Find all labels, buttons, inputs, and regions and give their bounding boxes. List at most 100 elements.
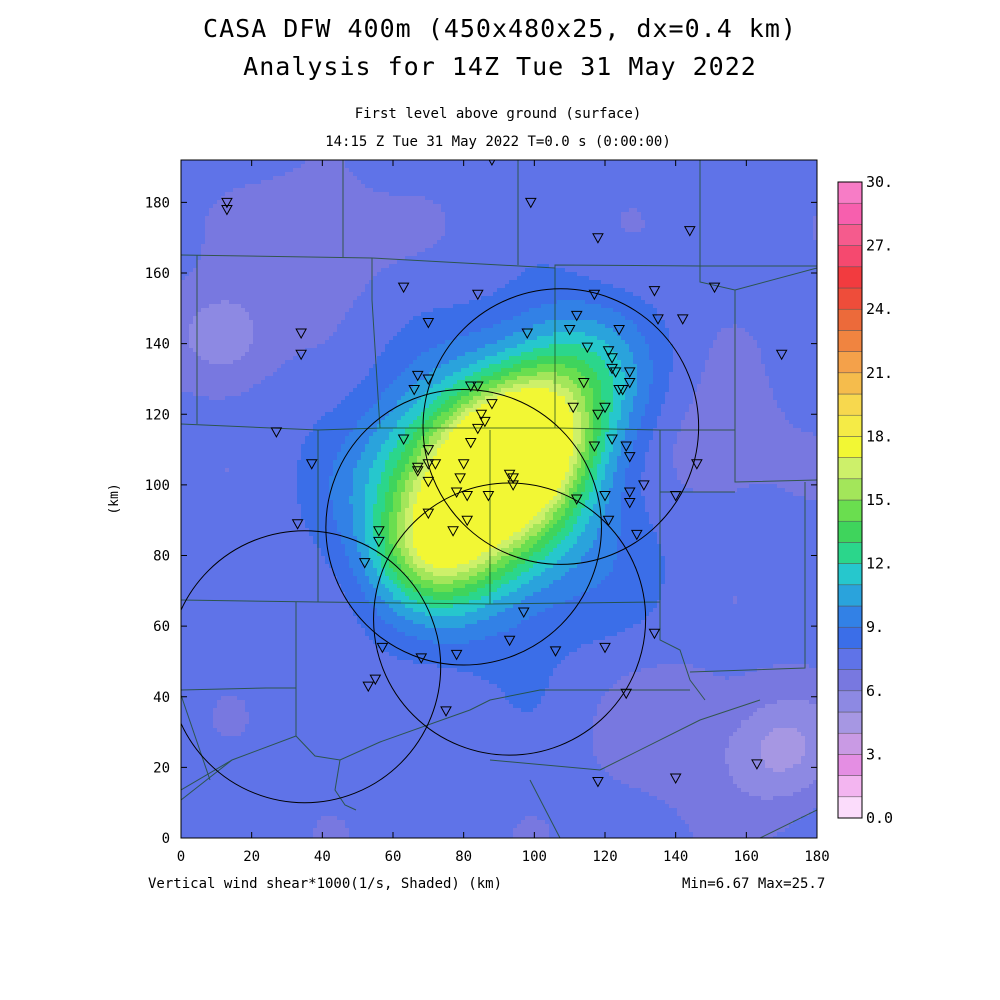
field-cell bbox=[253, 372, 257, 376]
field-cell bbox=[221, 224, 225, 228]
field-cell bbox=[237, 564, 241, 568]
field-cell bbox=[249, 508, 253, 512]
field-cell bbox=[217, 576, 221, 580]
field-cell bbox=[257, 832, 261, 836]
field-cell bbox=[197, 276, 201, 280]
field-cell bbox=[229, 720, 233, 724]
field-cell bbox=[265, 432, 269, 436]
field-cell bbox=[225, 468, 229, 472]
field-cell bbox=[257, 600, 261, 604]
field-cell bbox=[269, 444, 273, 448]
field-cell bbox=[209, 348, 213, 352]
field-cell bbox=[277, 188, 281, 192]
field-cell bbox=[265, 204, 269, 208]
field-cell bbox=[261, 596, 265, 600]
field-cell bbox=[221, 796, 225, 800]
field-cell bbox=[297, 384, 301, 388]
field-cell bbox=[289, 520, 293, 524]
field-cell bbox=[273, 216, 277, 220]
field-cell bbox=[253, 316, 257, 320]
field-cell bbox=[205, 800, 209, 804]
field-cell bbox=[269, 788, 273, 792]
field-cell bbox=[225, 764, 229, 768]
field-cell bbox=[205, 560, 209, 564]
field-cell bbox=[249, 672, 253, 676]
field-cell bbox=[257, 484, 261, 488]
field-cell bbox=[277, 676, 281, 680]
field-cell bbox=[205, 552, 209, 556]
field-cell bbox=[269, 768, 273, 772]
field-cell bbox=[189, 556, 193, 560]
field-cell bbox=[241, 272, 245, 276]
field-cell bbox=[285, 408, 289, 412]
field-cell bbox=[229, 648, 233, 652]
field-cell bbox=[249, 764, 253, 768]
field-cell bbox=[229, 472, 233, 476]
field-cell bbox=[233, 440, 237, 444]
field-cell bbox=[253, 732, 257, 736]
field-cell bbox=[181, 496, 185, 500]
field-cell bbox=[189, 256, 193, 260]
field-cell bbox=[253, 660, 257, 664]
field-cell bbox=[189, 352, 193, 356]
field-cell bbox=[225, 512, 229, 516]
field-cell bbox=[245, 484, 249, 488]
field-cell bbox=[209, 684, 213, 688]
field-cell bbox=[193, 620, 197, 624]
field-cell bbox=[297, 288, 301, 292]
field-cell bbox=[213, 412, 217, 416]
field-cell bbox=[233, 452, 237, 456]
field-cell bbox=[265, 792, 269, 796]
field-cell bbox=[285, 484, 289, 488]
field-cell bbox=[293, 280, 297, 284]
field-cell bbox=[201, 712, 205, 716]
field-cell bbox=[185, 672, 189, 676]
field-cell bbox=[201, 428, 205, 432]
field-cell bbox=[181, 656, 185, 660]
field-cell bbox=[193, 200, 197, 204]
field-cell bbox=[237, 264, 241, 268]
field-cell bbox=[209, 596, 213, 600]
field-cell bbox=[281, 728, 285, 732]
field-cell bbox=[281, 400, 285, 404]
field-cell bbox=[181, 736, 185, 740]
field-cell bbox=[197, 656, 201, 660]
field-cell bbox=[229, 212, 233, 216]
field-cell bbox=[281, 556, 285, 560]
field-cell bbox=[241, 760, 245, 764]
field-cell bbox=[281, 628, 285, 632]
field-cell bbox=[205, 332, 209, 336]
field-cell bbox=[281, 336, 285, 340]
field-cell bbox=[245, 276, 249, 280]
field-cell bbox=[265, 788, 269, 792]
field-cell bbox=[185, 680, 189, 684]
field-cell bbox=[181, 492, 185, 496]
field-cell bbox=[209, 452, 213, 456]
field-cell bbox=[293, 264, 297, 268]
field-cell bbox=[185, 500, 189, 504]
field-cell bbox=[285, 388, 289, 392]
field-cell bbox=[221, 508, 225, 512]
field-cell bbox=[297, 260, 301, 264]
field-cell bbox=[265, 240, 269, 244]
field-cell bbox=[289, 284, 293, 288]
field-cell bbox=[277, 484, 281, 488]
field-cell bbox=[273, 404, 277, 408]
field-cell bbox=[293, 340, 297, 344]
field-cell bbox=[189, 660, 193, 664]
field-cell bbox=[253, 428, 257, 432]
field-cell bbox=[205, 828, 209, 832]
field-cell bbox=[221, 260, 225, 264]
field-cell bbox=[273, 684, 277, 688]
field-cell bbox=[249, 336, 253, 340]
field-cell bbox=[257, 656, 261, 660]
field-cell bbox=[289, 768, 293, 772]
field-cell bbox=[197, 544, 201, 548]
field-cell bbox=[189, 720, 193, 724]
field-cell bbox=[185, 348, 189, 352]
field-cell bbox=[253, 236, 257, 240]
field-cell bbox=[201, 592, 205, 596]
field-cell bbox=[205, 664, 209, 668]
field-cell bbox=[209, 728, 213, 732]
field-cell bbox=[205, 268, 209, 272]
